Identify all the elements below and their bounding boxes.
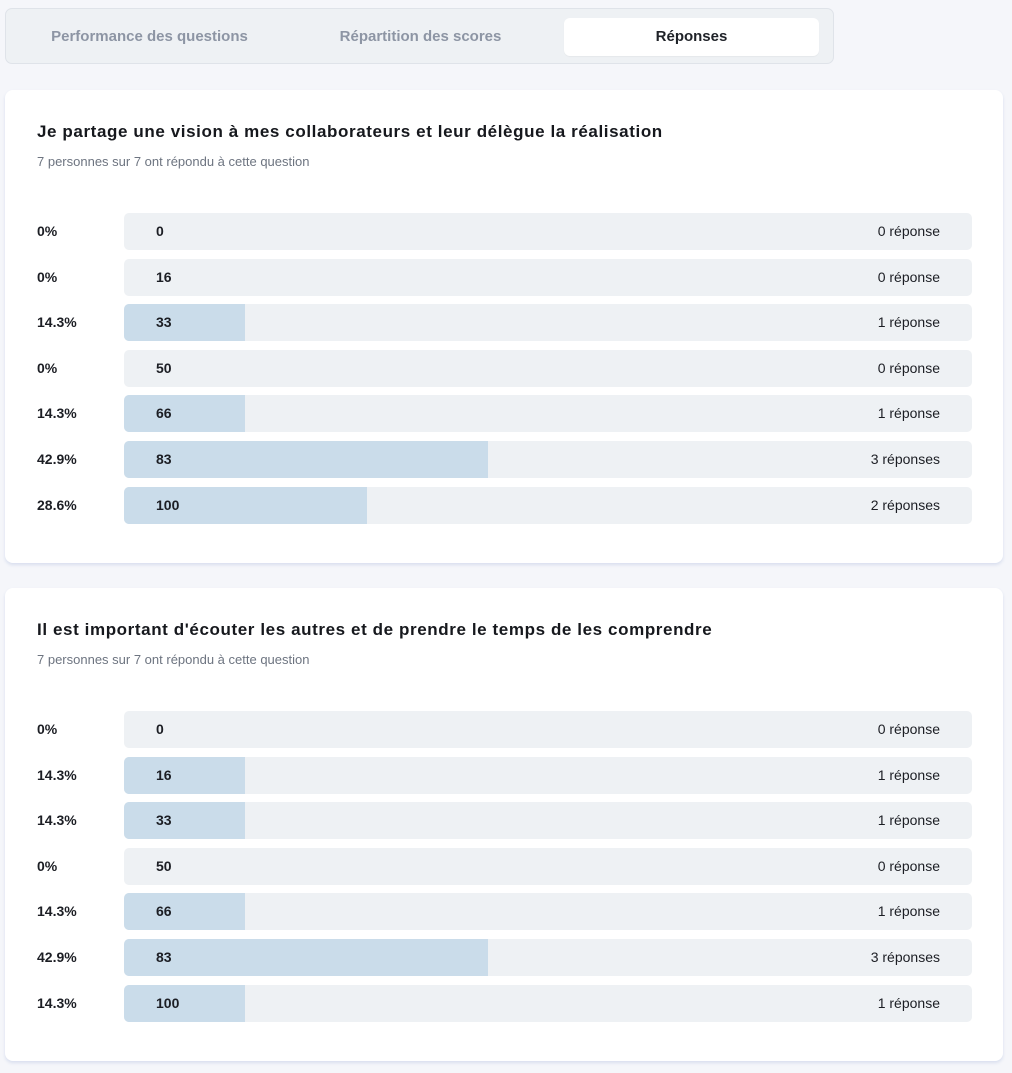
answer-count: 3 réponses bbox=[870, 450, 940, 467]
answer-count: 0 réponse bbox=[877, 721, 940, 737]
answer-score: 83 bbox=[156, 948, 172, 965]
answer-row: 14.3% 100 1 réponse bbox=[5, 984, 1003, 1022]
answer-count: 1 réponse bbox=[877, 314, 940, 331]
answer-bar-fill bbox=[124, 440, 488, 478]
answer-row: 0% 0 0 réponse bbox=[5, 711, 1003, 748]
answer-bar-track: 50 0 réponse bbox=[124, 847, 972, 885]
answer-row: 0% 0 0 réponse bbox=[5, 213, 1003, 250]
answer-bar-fill bbox=[124, 938, 488, 976]
answer-bar-fill bbox=[124, 395, 246, 433]
answer-count: 0 réponse bbox=[877, 223, 940, 239]
answer-percent: 42.9% bbox=[37, 450, 77, 467]
answer-count: 3 réponses bbox=[870, 948, 940, 965]
answer-bar-track: 66 1 réponse bbox=[124, 395, 972, 433]
answer-score: 66 bbox=[156, 405, 172, 422]
answer-percent: 42.9% bbox=[37, 948, 77, 965]
answer-bar-track: 33 1 réponse bbox=[124, 304, 972, 342]
answer-bar-fill bbox=[124, 893, 246, 931]
answer-percent: 14.3% bbox=[37, 994, 77, 1011]
answer-score: 33 bbox=[156, 812, 172, 829]
answer-row: 0% 50 0 réponse bbox=[5, 349, 1003, 387]
answer-percent: 0% bbox=[37, 359, 58, 376]
answer-bar-track: 100 2 réponses bbox=[124, 486, 972, 524]
answer-percent: 14.3% bbox=[37, 314, 77, 331]
answer-score: 100 bbox=[156, 496, 180, 513]
answer-count: 1 réponse bbox=[877, 994, 940, 1011]
answer-distribution: 0% 0 0 réponse 14.3% 16 1 réponse 14.3% 33 1 rép… bbox=[5, 711, 1003, 1030]
answer-percent: 0% bbox=[37, 857, 58, 874]
answer-bar-track: 0 0 réponse bbox=[124, 213, 972, 250]
answer-count: 2 réponses bbox=[870, 496, 940, 513]
answer-bar-fill bbox=[124, 984, 246, 1022]
answer-score: 66 bbox=[156, 903, 172, 920]
question-card: Je partage une vision à mes collaborateu… bbox=[5, 90, 1003, 563]
question-title: Je partage une vision à mes collaborateu… bbox=[37, 122, 663, 141]
answer-bar-fill bbox=[124, 756, 246, 794]
answer-score: 0 bbox=[156, 223, 164, 239]
answer-percent: 14.3% bbox=[37, 812, 77, 829]
answer-count: 0 réponse bbox=[877, 359, 940, 376]
answer-percent: 14.3% bbox=[37, 405, 77, 422]
answer-row: 14.3% 33 1 réponse bbox=[5, 802, 1003, 840]
answer-score: 16 bbox=[156, 766, 172, 783]
answer-row: 42.9% 83 3 réponses bbox=[5, 938, 1003, 976]
answer-bar-track: 100 1 réponse bbox=[124, 984, 972, 1022]
answer-percent: 0% bbox=[37, 721, 58, 737]
answer-score: 100 bbox=[156, 994, 180, 1011]
answer-row: 14.3% 16 1 réponse bbox=[5, 756, 1003, 794]
question-subtitle: 7 personnes sur 7 ont répondu à cette qu… bbox=[37, 652, 310, 667]
answer-count: 1 réponse bbox=[877, 812, 940, 829]
answer-distribution: 0% 0 0 réponse 0% 16 0 réponse 14.3% 33 1 répons… bbox=[5, 213, 1003, 532]
answer-percent: 0% bbox=[37, 268, 58, 285]
answer-bar-fill bbox=[124, 486, 367, 524]
answer-row: 0% 16 0 réponse bbox=[5, 258, 1003, 296]
answer-count: 0 réponse bbox=[877, 857, 940, 874]
answer-row: 14.3% 66 1 réponse bbox=[5, 893, 1003, 931]
question-card: Il est important d'écouter les autres et… bbox=[5, 588, 1003, 1061]
tab-bar: Performance des questions Répartition de… bbox=[5, 8, 834, 64]
question-subtitle: 7 personnes sur 7 ont répondu à cette qu… bbox=[37, 154, 310, 169]
answer-row: 42.9% 83 3 réponses bbox=[5, 440, 1003, 478]
answer-score: 33 bbox=[156, 314, 172, 331]
answer-score: 0 bbox=[156, 721, 164, 737]
answer-score: 83 bbox=[156, 450, 172, 467]
question-title: Il est important d'écouter les autres et… bbox=[37, 620, 713, 639]
answer-score: 50 bbox=[156, 359, 172, 376]
answer-count: 0 réponse bbox=[877, 268, 940, 285]
answer-bar-track: 83 3 réponses bbox=[124, 938, 972, 976]
answer-count: 1 réponse bbox=[877, 903, 940, 920]
tab-reponses[interactable]: Réponses bbox=[564, 18, 819, 56]
answer-percent: 28.6% bbox=[37, 496, 77, 513]
answer-row: 28.6% 100 2 réponses bbox=[5, 486, 1003, 524]
answer-row: 0% 50 0 réponse bbox=[5, 847, 1003, 885]
answer-bar-track: 33 1 réponse bbox=[124, 802, 972, 840]
answer-row: 14.3% 66 1 réponse bbox=[5, 395, 1003, 433]
answer-bar-track: 66 1 réponse bbox=[124, 893, 972, 931]
answer-percent: 14.3% bbox=[37, 766, 77, 783]
answer-bar-track: 16 1 réponse bbox=[124, 756, 972, 794]
tab-repartition-scores[interactable]: Répartition des scores bbox=[339, 28, 502, 45]
answer-percent: 14.3% bbox=[37, 903, 77, 920]
tab-performance-questions[interactable]: Performance des questions bbox=[51, 28, 248, 45]
answer-count: 1 réponse bbox=[877, 766, 940, 783]
answer-bar-fill bbox=[124, 304, 246, 342]
answer-bar-track: 0 0 réponse bbox=[124, 711, 972, 748]
answer-row: 14.3% 33 1 réponse bbox=[5, 304, 1003, 342]
answer-bar-fill bbox=[124, 802, 246, 840]
answer-count: 1 réponse bbox=[877, 405, 940, 422]
answer-percent: 0% bbox=[37, 223, 58, 239]
answer-score: 16 bbox=[156, 268, 172, 285]
answer-bar-track: 50 0 réponse bbox=[124, 349, 972, 387]
answer-score: 50 bbox=[156, 857, 172, 874]
answer-bar-track: 83 3 réponses bbox=[124, 440, 972, 478]
answer-bar-track: 16 0 réponse bbox=[124, 258, 972, 296]
